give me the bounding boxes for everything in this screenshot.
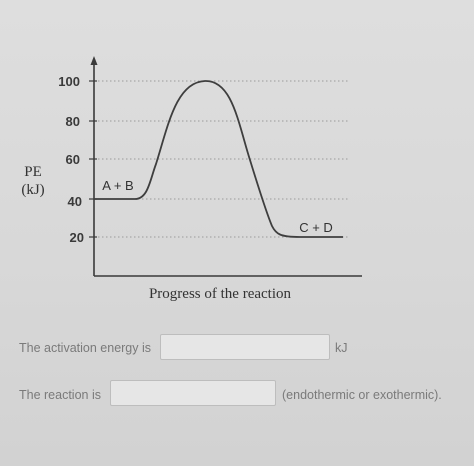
y-axis-arrow-icon bbox=[90, 56, 98, 65]
reaction-energy-curve bbox=[94, 80, 343, 238]
reaction-type-hint: (endothermic or exothermic). bbox=[282, 388, 442, 402]
reaction-type-prompt: The reaction is bbox=[19, 388, 101, 402]
y-tick-label-40: 40 bbox=[68, 194, 82, 209]
y-tick-label-20: 20 bbox=[70, 230, 84, 245]
reaction-type-input[interactable] bbox=[110, 380, 276, 406]
y-tick-label-100: 100 bbox=[58, 74, 80, 89]
y-axis-label-unit: (kJ) bbox=[21, 182, 44, 198]
reaction-type-question: The reaction is (endothermic or exotherm… bbox=[0, 380, 474, 410]
activation-energy-question: The activation energy is kJ bbox=[0, 333, 474, 363]
activation-energy-input[interactable] bbox=[160, 334, 330, 360]
activation-energy-unit: kJ bbox=[335, 341, 348, 355]
products-label: C + D bbox=[299, 220, 333, 235]
y-tick-label-60: 60 bbox=[66, 152, 80, 167]
reactants-label: A + B bbox=[102, 178, 133, 193]
potential-energy-diagram: 100 80 60 40 20 PE (kJ) A + B C + D Prog… bbox=[21, 56, 362, 302]
x-axis-label: Progress of the reaction bbox=[149, 286, 292, 302]
y-tick-label-80: 80 bbox=[66, 114, 80, 129]
activation-energy-prompt: The activation energy is bbox=[19, 341, 152, 355]
y-axis-label-pe: PE bbox=[24, 164, 42, 180]
